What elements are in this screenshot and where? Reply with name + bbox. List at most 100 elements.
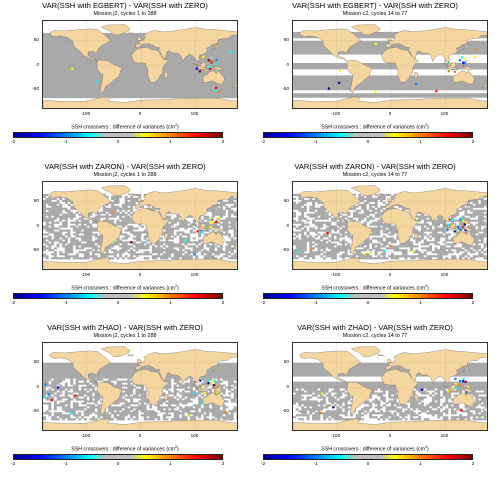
data-cell [56, 227, 60, 230]
data-cell [94, 247, 98, 250]
data-cell [149, 207, 153, 210]
data-cell [385, 231, 389, 234]
data-cell [434, 225, 438, 228]
data-cell [127, 394, 131, 397]
data-cell [420, 243, 424, 246]
data-cell [469, 251, 473, 254]
data-cell [187, 215, 191, 218]
data-cell [45, 221, 49, 224]
data-cell [53, 217, 57, 220]
data-cell [89, 213, 93, 216]
data-cell [344, 227, 348, 230]
data-cell [445, 408, 449, 411]
land-japan [211, 204, 219, 212]
land-madagascar [164, 71, 169, 79]
data-cell [59, 241, 63, 244]
data-cell [295, 257, 299, 260]
data-cell [81, 237, 85, 240]
data-cell [314, 229, 318, 232]
data-cell [170, 408, 174, 411]
data-cell [86, 410, 90, 413]
data-cell [151, 414, 155, 417]
data-cell [94, 219, 98, 222]
data-cell [459, 225, 463, 228]
data-cell [450, 243, 454, 246]
data-cell [173, 380, 177, 383]
data-cell [328, 227, 332, 230]
data-cell [440, 219, 443, 222]
data-cell [143, 414, 147, 417]
data-cell [483, 404, 487, 407]
data-cell [206, 215, 210, 218]
data-cell [130, 251, 134, 254]
data-cell [344, 251, 348, 254]
data-cell [225, 207, 229, 210]
data-cell [448, 239, 452, 242]
data-cell [361, 207, 365, 210]
data-cell [67, 199, 71, 202]
colorbar [13, 293, 223, 299]
data-cell [404, 412, 408, 415]
data-cell [301, 392, 305, 395]
data-cell [195, 255, 199, 258]
land-greenland [350, 24, 381, 35]
data-cell [217, 380, 221, 383]
data-cell [53, 384, 57, 387]
data-cell [154, 241, 158, 244]
data-cell [222, 255, 226, 258]
data-cell [295, 237, 299, 240]
data-cell [45, 197, 49, 200]
data-cell [437, 217, 441, 220]
data-cell [165, 406, 169, 409]
data-cell [339, 231, 343, 234]
data-cell [143, 404, 147, 407]
data-cell [222, 229, 226, 232]
data-cell [228, 235, 232, 238]
data-cell [203, 416, 207, 419]
data-cell [206, 257, 210, 260]
data-cell [344, 410, 348, 413]
data-cell [124, 384, 128, 387]
data-cell [100, 253, 104, 256]
data-cell [412, 412, 416, 415]
data-cell [124, 380, 128, 383]
data-cell [464, 219, 468, 222]
data-cell [48, 245, 52, 248]
data-cell [108, 253, 112, 256]
data-cell [486, 402, 487, 405]
data-cell [472, 229, 476, 232]
data-cell [480, 400, 484, 403]
data-cell [293, 253, 296, 256]
data-cell [222, 209, 226, 212]
data-cell [228, 392, 232, 395]
data-cell [179, 249, 183, 252]
data-cell [184, 227, 188, 230]
data-cell [56, 243, 60, 246]
data-cell [56, 382, 60, 385]
data-cell [116, 213, 120, 216]
data-cell [121, 394, 125, 397]
data-cell [75, 233, 79, 236]
data-cell [420, 410, 424, 413]
land-uk [137, 36, 142, 41]
y-tick-label: -50 [282, 86, 289, 92]
data-cell [190, 396, 193, 399]
data-cell [217, 209, 221, 212]
data-cell [225, 223, 229, 226]
anomaly-cell [202, 55, 205, 58]
land-eurasia [135, 27, 237, 65]
x-tick-label: 100 [440, 272, 449, 277]
data-cell [325, 404, 329, 407]
data-cell [472, 205, 476, 208]
data-cell [312, 390, 316, 393]
data-cell [339, 390, 343, 393]
data-cell [320, 211, 324, 214]
data-cell [141, 199, 144, 202]
data-cell [333, 414, 337, 417]
data-cell [328, 412, 332, 415]
data-cell [111, 213, 115, 216]
data-cell [206, 229, 210, 232]
world-map [292, 181, 488, 270]
data-cell [225, 251, 229, 254]
data-cell [404, 251, 408, 254]
